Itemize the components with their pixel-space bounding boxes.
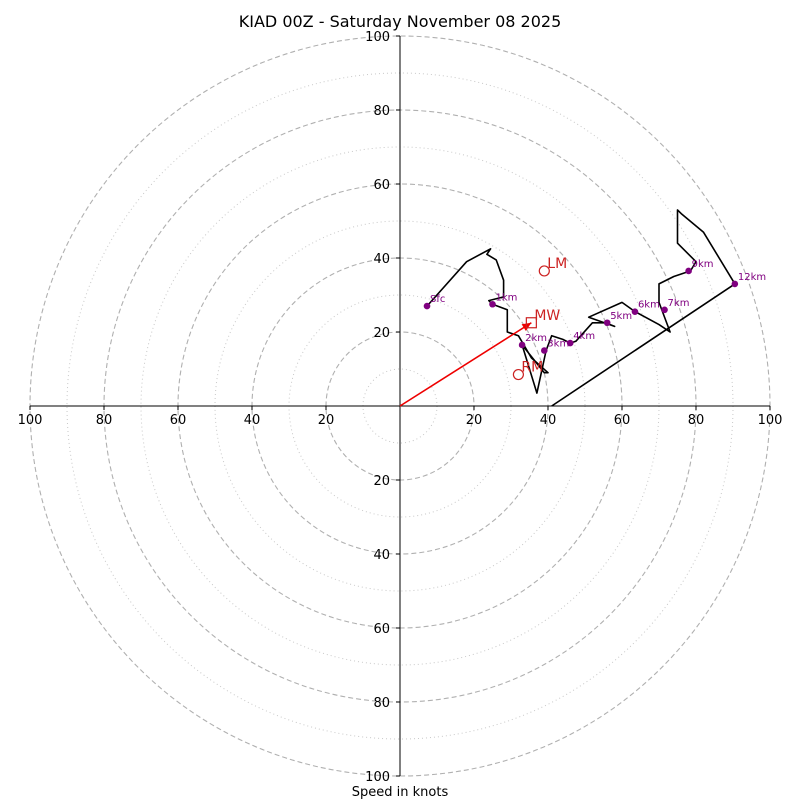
shear-vector-line xyxy=(399,322,532,407)
y-tick-label: 20 xyxy=(373,326,390,341)
height-label-4km: 4km xyxy=(573,331,595,342)
height-label-9km: 9km xyxy=(692,259,714,270)
y-tick-label: 60 xyxy=(373,622,390,637)
storm-motion-label-MW: MW xyxy=(534,308,560,324)
height-marker-5km xyxy=(603,319,611,327)
height-label-6km: 6km xyxy=(638,300,660,311)
storm-motion-markers: LM MW RM xyxy=(512,256,567,381)
height-marker-6km xyxy=(631,308,639,315)
x-tick-label: 20 xyxy=(466,413,483,428)
height-label-1km: 1km xyxy=(496,292,518,303)
y-tick-label: 60 xyxy=(373,178,390,193)
y-tick-label: 40 xyxy=(373,252,390,267)
height-label-7km: 7km xyxy=(668,298,690,309)
x-tick-label: 60 xyxy=(170,413,187,428)
height-label-2km: 2km xyxy=(525,333,547,344)
height-marker-2km xyxy=(518,341,526,349)
storm-motion-label-LM: LM xyxy=(547,256,567,272)
height-marker-Sfc xyxy=(423,302,431,310)
x-tick-label: 60 xyxy=(614,413,631,428)
chart-title: KIAD 00Z - Saturday November 08 2025 xyxy=(239,12,562,31)
x-tick-label: 40 xyxy=(244,413,261,428)
x-tick-label: 40 xyxy=(540,413,557,428)
tick-labels: 100 100 100 100 80 80 80 80 60 60 60 60 40 40 40 40 20 20… xyxy=(18,30,783,785)
y-tick-label: 40 xyxy=(373,548,390,563)
height-marker-12km xyxy=(731,280,739,288)
height-marker-9km xyxy=(685,267,692,275)
height-marker-1km xyxy=(489,300,496,308)
x-tick-label: 80 xyxy=(688,413,705,428)
y-tick-label: 80 xyxy=(373,104,390,119)
height-label-5km: 5km xyxy=(610,311,632,322)
y-tick-label: 80 xyxy=(373,696,390,711)
storm-motion-marker-RM xyxy=(512,368,525,381)
x-tick-label: 80 xyxy=(96,413,113,428)
y-tick-label: 100 xyxy=(365,30,390,45)
storm-motion-label-RM: RM xyxy=(521,360,543,376)
x-tick-label: 100 xyxy=(18,413,43,428)
storm-motion-marker-LM xyxy=(538,265,550,277)
x-tick-label: 20 xyxy=(318,413,335,428)
x-axis-label: Speed in knots xyxy=(352,785,449,800)
height-label-3km: 3km xyxy=(547,339,569,350)
storm-motion-marker-MW xyxy=(525,317,537,329)
height-label-Sfc: Sfc xyxy=(430,294,445,305)
y-tick-label: 100 xyxy=(365,770,390,785)
height-marker-4km xyxy=(566,339,574,347)
height-label-12km: 12km xyxy=(738,272,766,283)
x-tick-label: 100 xyxy=(758,413,783,428)
height-marker-7km xyxy=(661,306,668,314)
y-tick-label: 20 xyxy=(373,474,390,489)
height-marker-3km xyxy=(541,347,548,354)
